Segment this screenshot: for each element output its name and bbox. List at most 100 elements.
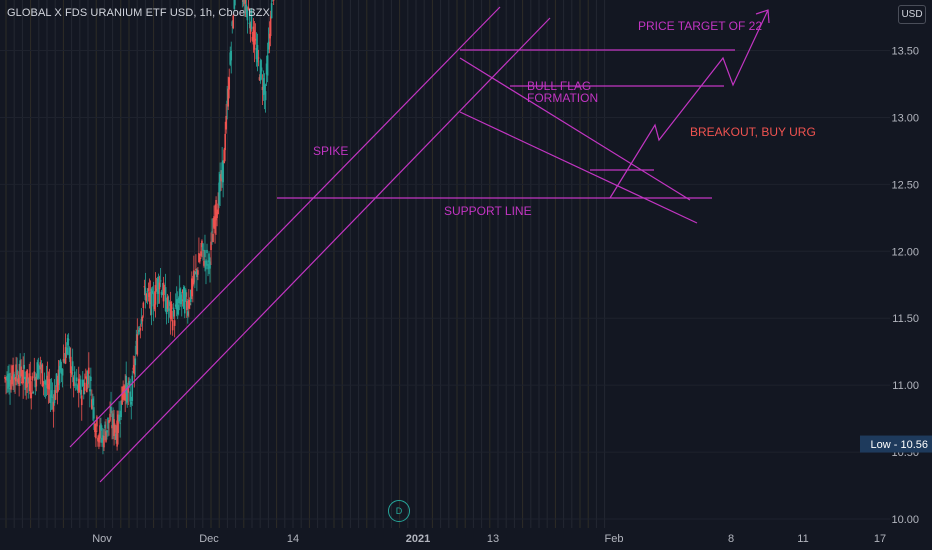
candle-body <box>56 379 59 393</box>
candle-body <box>212 233 214 243</box>
candle-body <box>155 288 158 291</box>
candle-body <box>168 301 171 306</box>
candle-body <box>210 241 212 251</box>
candle-body <box>146 291 149 293</box>
candle-body <box>21 381 23 383</box>
candle-body <box>211 231 213 233</box>
candle-body <box>17 378 19 383</box>
candle-body <box>174 304 177 307</box>
projection-arrowhead <box>755 9 770 24</box>
candle-body <box>272 0 275 1</box>
y-tick-label: 11.00 <box>892 380 919 392</box>
candle-body <box>126 384 129 403</box>
candle-body <box>142 302 145 308</box>
candle-body <box>81 379 84 387</box>
candle-body <box>70 371 73 375</box>
candlesticks <box>4 0 275 455</box>
y-tick-label: 10.00 <box>891 514 919 526</box>
candle-body <box>193 270 195 283</box>
candle-body <box>74 384 77 386</box>
candle-body <box>4 376 6 379</box>
candle-body <box>109 413 111 421</box>
candle-body <box>175 299 178 310</box>
candle-body <box>25 381 28 388</box>
candle-body <box>172 307 175 317</box>
candle-body <box>197 270 199 275</box>
candle-body <box>170 304 173 310</box>
candle-body <box>8 373 10 387</box>
candle-body <box>43 381 46 383</box>
candle-body <box>247 7 250 10</box>
candle-body <box>9 387 11 390</box>
candle-body <box>99 425 101 439</box>
dividend-badge[interactable]: D <box>388 500 410 522</box>
y-tick-label: 12.50 <box>891 179 919 191</box>
candle-body <box>224 133 226 151</box>
candle-body <box>249 23 252 35</box>
candle-body <box>31 376 34 381</box>
lower-channel-line <box>99 17 551 483</box>
candle-body <box>153 304 156 310</box>
candle-body <box>177 297 180 304</box>
candle-body <box>41 364 44 387</box>
candle-body <box>229 52 232 65</box>
support-line-label: SUPPORT LINE <box>444 204 532 218</box>
bull-flag-label: BULL FLAG <box>527 79 591 93</box>
candle-body <box>108 420 110 424</box>
candle-body <box>96 416 98 427</box>
candle-body <box>84 376 87 378</box>
candle-body <box>262 78 265 96</box>
candle-body <box>62 359 65 362</box>
candle-body <box>182 287 185 309</box>
candle-body <box>127 386 130 393</box>
candle-body <box>18 374 20 387</box>
candle-body <box>125 375 127 394</box>
candle-body <box>196 269 198 278</box>
candle-body <box>105 431 107 442</box>
candle-body <box>68 347 71 359</box>
candle-body <box>103 435 105 448</box>
candle-body <box>204 250 206 258</box>
spike-label: SPIKE <box>313 144 348 158</box>
candle-body <box>158 282 161 290</box>
x-tick-label: 8 <box>728 533 734 545</box>
candle-body <box>227 88 230 107</box>
candle-body <box>150 288 153 315</box>
chart-title: GLOBAL X FDS URANIUM ETF USD, 1h, Cboe B… <box>7 7 270 19</box>
candle-body <box>264 91 267 101</box>
candle-body <box>82 387 85 395</box>
candle-body <box>135 340 138 345</box>
candle-body <box>129 391 132 402</box>
currency-button[interactable]: USD <box>898 5 926 24</box>
candle-body <box>5 378 7 381</box>
candle-body <box>228 77 231 90</box>
low-price-box: Low - 10.56 <box>860 435 932 453</box>
candle-body <box>208 253 210 263</box>
candle-body <box>169 302 172 320</box>
candle-body <box>27 378 30 383</box>
candle-body <box>256 44 259 63</box>
candle-body <box>226 100 228 105</box>
candle-body <box>87 371 89 385</box>
candle-body <box>192 280 194 287</box>
candle-body <box>252 26 255 45</box>
candle-body <box>113 419 115 436</box>
candle-body <box>246 8 249 21</box>
candle-body <box>10 379 12 390</box>
x-tick-label: Feb <box>605 533 624 545</box>
candle-body <box>26 369 29 388</box>
candle-body <box>79 379 82 395</box>
candle-body <box>63 359 66 364</box>
candle-body <box>149 291 152 305</box>
candle-body <box>187 311 189 316</box>
candle-body <box>265 63 268 75</box>
x-tick-label: 13 <box>487 533 499 545</box>
candle-body <box>221 162 223 179</box>
candle-body <box>100 423 102 431</box>
candle-body <box>216 212 218 219</box>
candle-body <box>213 216 215 228</box>
candle-body <box>143 286 146 288</box>
candle-body <box>167 308 170 311</box>
